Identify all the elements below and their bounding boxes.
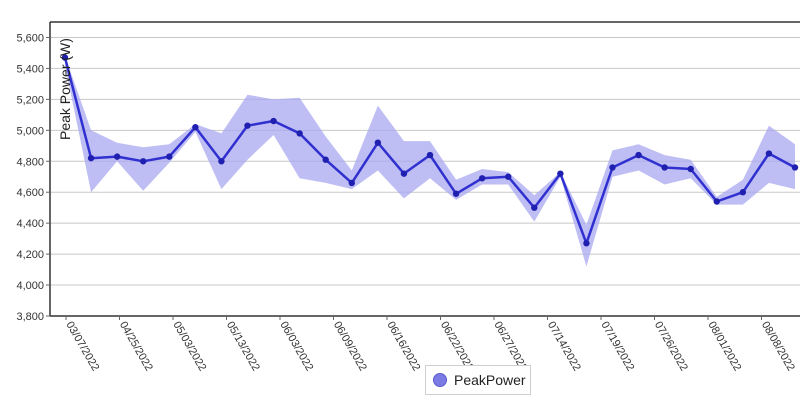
data-point[interactable] xyxy=(61,54,69,61)
y-tick-label: 4,400 xyxy=(16,218,44,230)
data-point[interactable] xyxy=(739,189,747,196)
legend[interactable]: PeakPower xyxy=(425,365,531,395)
legend-label: PeakPower xyxy=(454,372,526,388)
data-point[interactable] xyxy=(531,204,538,211)
y-tick-label: 3,800 xyxy=(16,311,44,323)
data-point[interactable] xyxy=(661,164,668,171)
x-tick-label: 08/08/2022 xyxy=(759,320,797,374)
x-tick-label: 07/19/2022 xyxy=(598,320,636,374)
legend-swatch-icon xyxy=(433,373,447,387)
data-point[interactable] xyxy=(426,151,434,159)
data-point[interactable] xyxy=(244,122,251,129)
y-tick-label: 4,600 xyxy=(16,187,44,199)
x-tick-label: 06/03/2022 xyxy=(277,320,315,374)
data-point[interactable] xyxy=(166,153,173,160)
y-tick-label: 4,200 xyxy=(16,249,44,261)
data-point[interactable] xyxy=(713,198,720,205)
y-axis-title: Peak Power (W) xyxy=(57,38,73,140)
data-point[interactable] xyxy=(218,158,225,165)
data-point[interactable] xyxy=(348,179,355,187)
data-point[interactable] xyxy=(452,190,460,197)
y-tick-label: 5,600 xyxy=(16,32,44,44)
x-tick-label: 05/13/2022 xyxy=(224,320,262,374)
x-tick-label: 08/01/2022 xyxy=(705,320,743,374)
axes xyxy=(49,21,800,317)
x-tick-label: 07/14/2022 xyxy=(545,320,583,374)
y-tick-label: 5,000 xyxy=(16,125,44,137)
data-point[interactable] xyxy=(374,139,382,146)
y-tick-label: 4,000 xyxy=(16,280,44,292)
data-point[interactable] xyxy=(791,164,799,171)
data-point[interactable] xyxy=(609,164,616,171)
data-point[interactable] xyxy=(765,150,773,157)
x-tick-label: 03/07/2022 xyxy=(63,320,101,374)
x-tick-label: 07/26/2022 xyxy=(652,320,690,374)
data-point[interactable] xyxy=(296,130,303,137)
peakpower-range-band xyxy=(65,56,795,267)
data-point[interactable] xyxy=(583,240,590,247)
data-point[interactable] xyxy=(400,170,408,177)
x-tick-label: 06/16/2022 xyxy=(384,320,422,374)
data-point[interactable] xyxy=(505,173,512,180)
data-point[interactable] xyxy=(322,156,329,163)
data-point[interactable] xyxy=(140,158,147,165)
data-point[interactable] xyxy=(687,165,694,173)
range-band xyxy=(65,56,795,267)
data-point[interactable] xyxy=(270,117,277,125)
x-tick-label: 04/25/2022 xyxy=(117,320,155,374)
data-point[interactable] xyxy=(557,170,564,177)
y-tick-label: 5,200 xyxy=(16,94,44,106)
data-point[interactable] xyxy=(192,124,199,131)
x-tick-label: 06/09/2022 xyxy=(331,320,369,374)
y-tick-label: 4,800 xyxy=(16,156,44,168)
data-point[interactable] xyxy=(635,151,642,159)
y-tick-label: 5,400 xyxy=(16,63,44,75)
y-axis-ticks: 3,800 4,000 4,200 4,400 4,600 4,800 5,000 5,200… xyxy=(16,32,50,323)
data-point[interactable] xyxy=(478,175,486,182)
series-points xyxy=(61,54,799,247)
data-point[interactable] xyxy=(87,154,95,162)
data-point[interactable] xyxy=(113,153,121,160)
x-tick-label: 05/03/2022 xyxy=(170,320,208,374)
